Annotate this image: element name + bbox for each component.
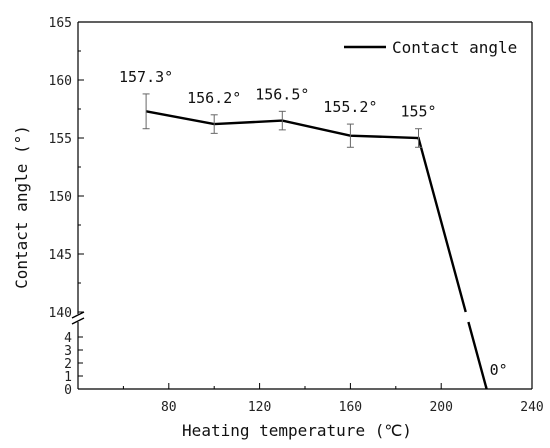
y-tick-label: 165: [49, 16, 72, 31]
x-tick-label: 240: [520, 400, 543, 415]
y-tick-label: 3: [64, 344, 72, 359]
series-break-gap: [463, 311, 471, 323]
y-tick-label: 140: [49, 306, 72, 321]
y-tick-label: 145: [49, 248, 72, 263]
legend: Contact angle: [344, 38, 517, 57]
data-label: 156.5°: [255, 85, 309, 103]
data-label: 155°: [400, 103, 436, 121]
data-label: 0°: [490, 361, 508, 379]
series-layer: [142, 93, 488, 390]
series-line: [145, 110, 488, 390]
x-tick-label: 200: [429, 400, 452, 415]
axis-break-mark: [71, 311, 85, 319]
x-tick-label: 160: [339, 400, 362, 415]
data-label: 156.2°: [187, 89, 241, 107]
y-tick-label: 2: [64, 357, 72, 372]
x-tick-label: 120: [248, 400, 271, 415]
data-labels: 157.3° 156.2° 156.5° 155.2° 155° 0°: [119, 68, 508, 379]
y-tick-label: 150: [49, 190, 72, 205]
y-tick-label: 0: [64, 383, 72, 398]
data-label: 155.2°: [323, 98, 377, 116]
legend-label: Contact angle: [392, 38, 517, 57]
y-tick-label: 160: [49, 74, 72, 89]
y-tick-label: 4: [64, 331, 72, 346]
x-axis-title: Heating temperature (℃): [182, 421, 412, 440]
y-tick-label: 155: [49, 132, 72, 147]
y-tick-label: 1: [64, 370, 72, 385]
x-tick-label: 80: [161, 400, 177, 415]
x-axis: 80 120 160 200 240: [122, 383, 544, 415]
axis-break-mark: [71, 317, 85, 325]
y-axis-title: Contact angle (°): [12, 125, 31, 289]
data-label: 157.3°: [119, 68, 173, 86]
